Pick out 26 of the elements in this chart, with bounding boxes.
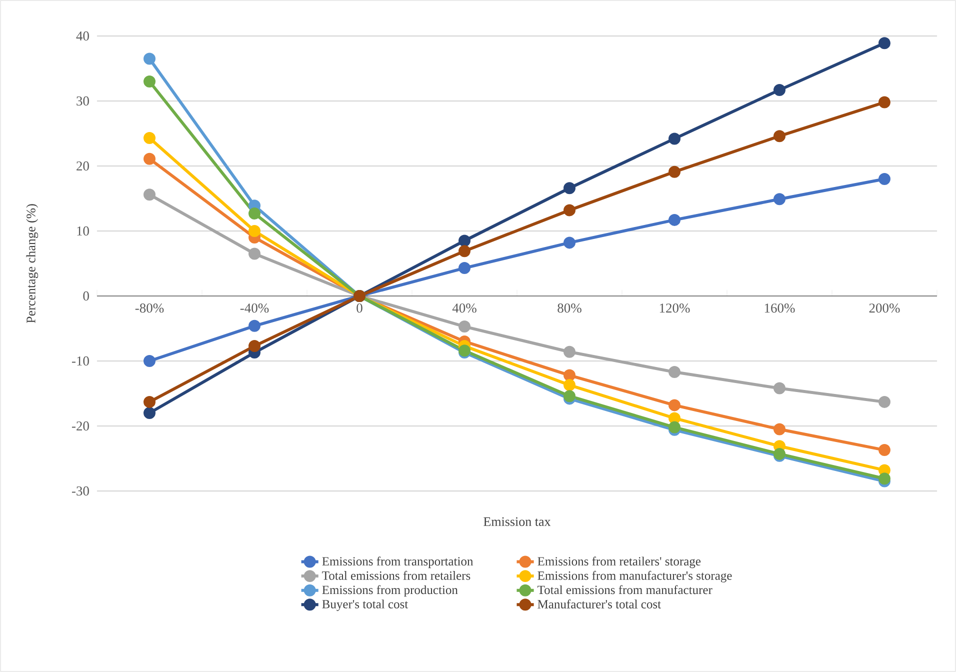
x-tick-label: -80% xyxy=(135,304,164,313)
legend-label: Total emissions from manufacturer xyxy=(538,585,712,594)
legend-label: Emissions from production xyxy=(322,585,458,597)
legend-label: Emissions from transportation xyxy=(322,556,474,568)
legend-label: Emissions from manufacturer's storage xyxy=(538,570,732,582)
x-tick-label: 80% xyxy=(558,304,582,313)
y-tick-label: -20 xyxy=(72,421,89,431)
x-tick-label: 200% xyxy=(869,304,900,313)
y-tick-label: 40 xyxy=(76,31,89,41)
legend-label: Emissions from retailers' storage xyxy=(538,556,701,568)
x-tick-label: 40% xyxy=(452,304,476,313)
y-tick-label: 30 xyxy=(76,96,89,106)
x-tick-label: -40% xyxy=(240,304,269,313)
x-axis-title: Emission tax xyxy=(484,517,551,526)
x-tick-label: 0 xyxy=(356,304,362,313)
legend-label: Manufacturer's total cost xyxy=(538,600,661,608)
y-tick-label: -10 xyxy=(72,356,89,366)
y-axis-title: Percentage change (%) xyxy=(26,204,38,324)
legend-label: Total emissions from retailers xyxy=(322,570,470,580)
x-tick-label: 120% xyxy=(660,304,690,313)
legend-label: Buyer's total cost xyxy=(322,600,408,611)
y-tick-label: 10 xyxy=(77,226,89,236)
x-tick-label: 160% xyxy=(764,304,795,313)
y-tick-label: 20 xyxy=(76,161,89,171)
y-tick-label: -30 xyxy=(72,486,89,496)
y-tick-label: 0 xyxy=(83,291,89,301)
